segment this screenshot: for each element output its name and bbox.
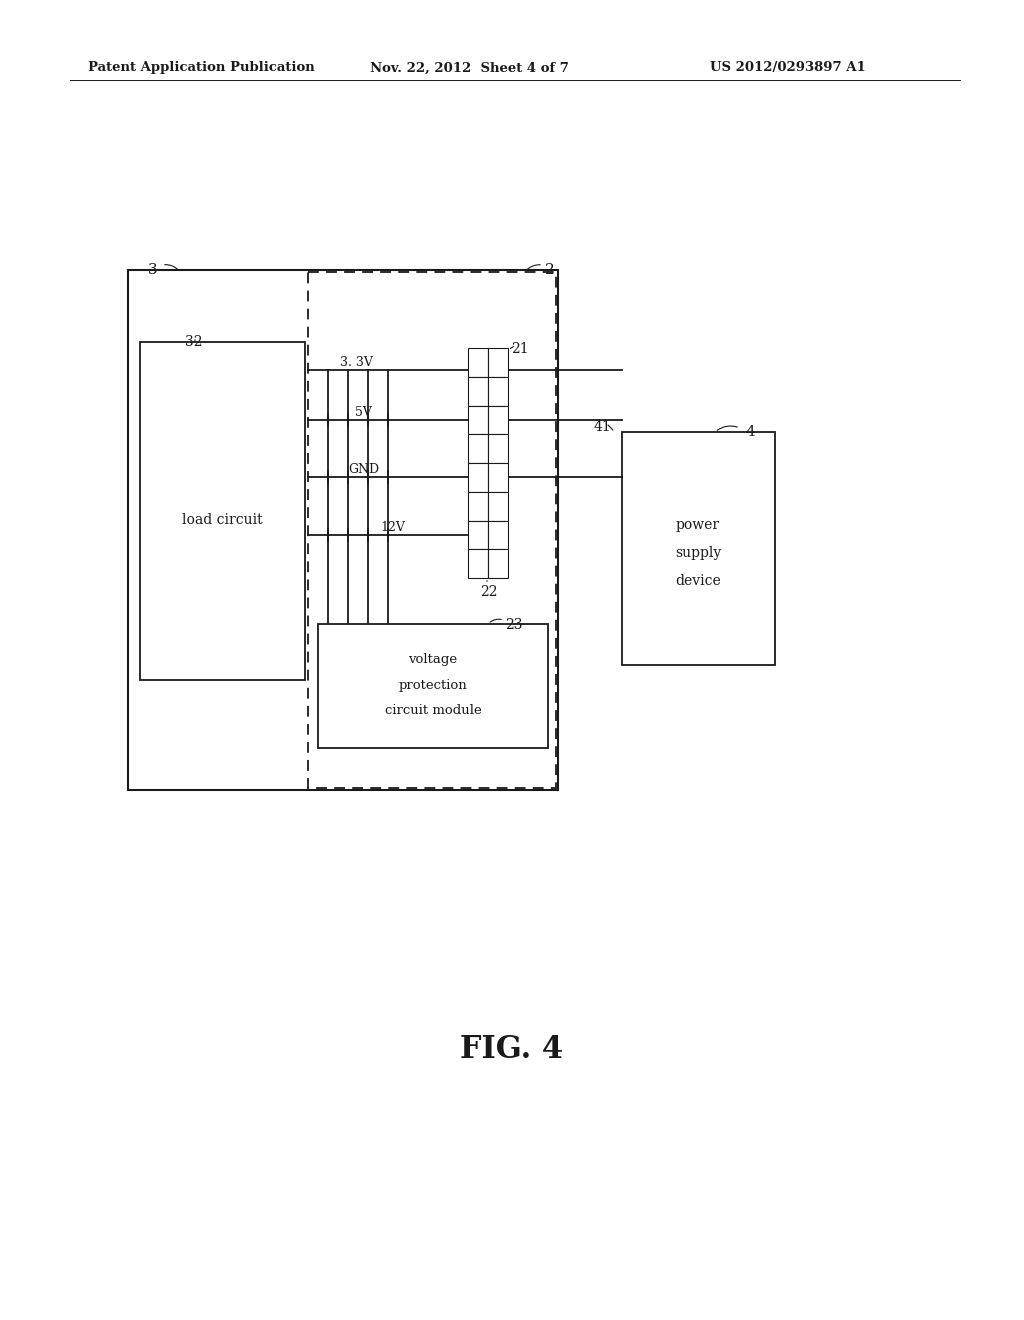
Bar	[488, 434, 508, 463]
Text: 2: 2	[545, 263, 555, 277]
Bar	[308, 272, 556, 788]
Bar	[128, 271, 558, 789]
Bar	[468, 549, 488, 578]
Text: US 2012/0293897 A1: US 2012/0293897 A1	[710, 62, 865, 74]
Text: power: power	[676, 517, 720, 532]
Text: load circuit: load circuit	[181, 513, 262, 527]
Bar	[468, 492, 488, 520]
Bar	[488, 376, 508, 405]
Bar	[488, 348, 508, 376]
Text: FIG. 4: FIG. 4	[461, 1035, 563, 1065]
Bar	[140, 342, 305, 680]
Text: protection: protection	[398, 678, 467, 692]
Bar	[488, 520, 508, 549]
Bar	[622, 432, 775, 665]
Text: 3: 3	[148, 263, 158, 277]
Text: 4: 4	[745, 425, 755, 440]
Text: voltage: voltage	[409, 653, 458, 667]
Bar	[318, 624, 548, 748]
Bar	[468, 520, 488, 549]
Text: 12V: 12V	[380, 521, 404, 533]
Bar	[468, 376, 488, 405]
Bar	[468, 463, 488, 492]
Bar	[468, 348, 488, 376]
Text: device: device	[675, 574, 721, 587]
Text: Patent Application Publication: Patent Application Publication	[88, 62, 314, 74]
Text: GND: GND	[348, 463, 379, 477]
Text: circuit module: circuit module	[385, 704, 481, 717]
Text: 23: 23	[505, 618, 522, 632]
Text: 22: 22	[480, 585, 498, 599]
Bar	[468, 434, 488, 463]
Bar	[488, 463, 508, 492]
Text: 5V: 5V	[355, 405, 372, 418]
Text: 41: 41	[594, 420, 611, 434]
Text: 21: 21	[511, 342, 528, 356]
Text: supply: supply	[675, 546, 721, 560]
Bar	[488, 549, 508, 578]
Bar	[488, 405, 508, 434]
Bar	[468, 405, 488, 434]
Text: 3. 3V: 3. 3V	[340, 355, 373, 368]
Text: Nov. 22, 2012  Sheet 4 of 7: Nov. 22, 2012 Sheet 4 of 7	[370, 62, 569, 74]
Bar	[488, 492, 508, 520]
Text: 32: 32	[185, 335, 203, 348]
